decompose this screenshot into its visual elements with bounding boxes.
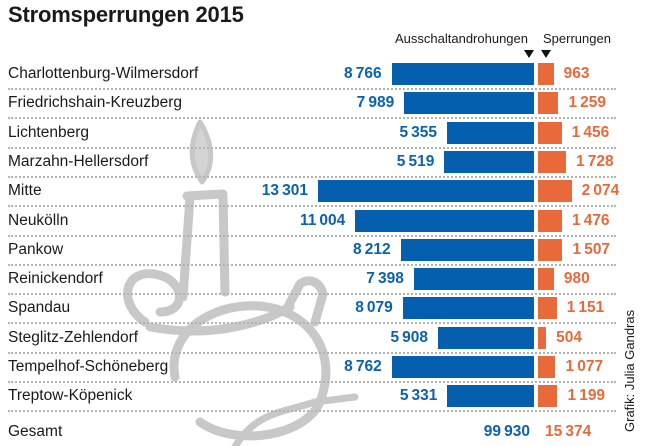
value-label-ausschaltandrohungen: 7 989 bbox=[356, 94, 395, 112]
value-label-ausschaltandrohungen: 5 355 bbox=[399, 123, 438, 141]
category-label: Tempelhof-Schöneberg bbox=[8, 358, 169, 375]
bar-ausschaltandrohungen bbox=[400, 238, 534, 261]
category-label: Lichtenberg bbox=[8, 123, 90, 141]
value-label-sperrungen: 963 bbox=[563, 65, 590, 82]
bar-sperrungen bbox=[538, 209, 562, 232]
category-label: Treptow-Köpenick bbox=[8, 387, 133, 405]
category-label: Charlottenburg-Wilmersdorf bbox=[8, 65, 199, 82]
total-value-ausschaltandrohungen: 99 930 bbox=[483, 423, 530, 440]
total-value-sperrungen: 15 374 bbox=[545, 423, 592, 440]
row-separator bbox=[8, 381, 616, 383]
bar-ausschaltandrohungen bbox=[413, 268, 534, 291]
value-label-sperrungen: 1 151 bbox=[566, 299, 605, 317]
value-label-sperrungen: 1 476 bbox=[571, 211, 610, 229]
chart-title: Stromsperrungen 2015 bbox=[8, 2, 244, 27]
row-separator bbox=[8, 175, 616, 178]
value-label-ausschaltandrohungen: 7 398 bbox=[366, 270, 404, 288]
row-separator bbox=[8, 410, 616, 413]
bar-sperrungen bbox=[538, 121, 562, 144]
legend-ausschaltandrohungen: Ausschaltandrohungen bbox=[395, 31, 528, 46]
bar-sperrungen bbox=[538, 326, 547, 349]
bar-ausschaltandrohungen bbox=[444, 150, 534, 173]
row-separator bbox=[8, 351, 616, 354]
category-label: Mitte bbox=[8, 182, 42, 200]
bar-sperrungen bbox=[538, 297, 557, 320]
bar-ausschaltandrohungen bbox=[391, 356, 534, 378]
value-label-ausschaltandrohungen: 5 908 bbox=[390, 328, 429, 346]
bar-sperrungen bbox=[538, 92, 559, 115]
value-label-ausschaltandrohungen: 13 301 bbox=[261, 182, 308, 200]
category-label: Friedrichshain-Kreuzberg bbox=[8, 94, 183, 112]
row-separator bbox=[8, 234, 616, 237]
value-label-ausschaltandrohungen: 8 762 bbox=[344, 358, 382, 375]
category-label: Pankow bbox=[8, 240, 64, 258]
value-label-sperrungen: 2 074 bbox=[581, 182, 620, 200]
row-separator bbox=[8, 146, 616, 149]
bar-ausschaltandrohungen bbox=[438, 326, 534, 349]
bar-ausschaltandrohungen bbox=[447, 385, 534, 408]
bar-sperrungen bbox=[538, 385, 558, 408]
row-separator bbox=[8, 88, 616, 90]
bar-ausschaltandrohungen bbox=[391, 63, 534, 85]
bar-sperrungen bbox=[538, 180, 572, 203]
value-label-sperrungen: 1 259 bbox=[568, 94, 607, 112]
triangle-down-icon bbox=[524, 50, 534, 58]
bar-ausschaltandrohungen bbox=[318, 180, 534, 203]
value-label-ausschaltandrohungen: 5 519 bbox=[396, 152, 435, 170]
value-label-sperrungen: 1 507 bbox=[572, 240, 611, 258]
bar-sperrungen bbox=[538, 63, 554, 85]
bar-sperrungen bbox=[538, 238, 563, 261]
value-label-ausschaltandrohungen: 5 331 bbox=[399, 387, 438, 405]
row-separator bbox=[8, 117, 616, 120]
bar-sperrungen bbox=[538, 356, 556, 378]
legend-sperrungen: Sperrungen bbox=[543, 31, 611, 46]
bar-sperrungen bbox=[538, 150, 567, 173]
credit-text: Grafik: Julia Gandras bbox=[622, 309, 637, 432]
value-label-sperrungen: 980 bbox=[563, 270, 590, 288]
category-label: Spandau bbox=[8, 299, 71, 317]
category-label: Marzahn-Hellersdorf bbox=[8, 152, 149, 170]
value-label-sperrungen: 1 199 bbox=[567, 387, 606, 405]
row-separator bbox=[8, 322, 616, 325]
row-separator bbox=[8, 263, 616, 266]
bar-ausschaltandrohungen bbox=[404, 92, 534, 115]
value-label-sperrungen: 1 728 bbox=[576, 152, 614, 170]
value-label-sperrungen: 1 077 bbox=[565, 358, 604, 375]
value-label-ausschaltandrohungen: 8 079 bbox=[355, 299, 393, 317]
row-separator bbox=[8, 205, 616, 208]
triangle-down-icon bbox=[541, 50, 551, 58]
category-label: Reinickendorf bbox=[8, 270, 103, 288]
category-label: Steglitz-Zehlendorf bbox=[8, 328, 139, 346]
category-label: Neukölln bbox=[8, 211, 69, 229]
value-label-sperrungen: 504 bbox=[556, 328, 583, 346]
bar-sperrungen bbox=[538, 268, 554, 291]
value-label-ausschaltandrohungen: 8 212 bbox=[353, 240, 391, 258]
bar-ausschaltandrohungen bbox=[402, 297, 534, 320]
value-label-sperrungen: 1 456 bbox=[571, 123, 610, 141]
row-separator bbox=[8, 293, 616, 296]
bar-ausschaltandrohungen bbox=[447, 121, 534, 144]
bar-ausschaltandrohungen bbox=[355, 209, 534, 232]
total-label: Gesamt bbox=[8, 423, 63, 440]
value-label-ausschaltandrohungen: 11 004 bbox=[299, 211, 346, 229]
value-label-ausschaltandrohungen: 8 766 bbox=[344, 65, 382, 82]
